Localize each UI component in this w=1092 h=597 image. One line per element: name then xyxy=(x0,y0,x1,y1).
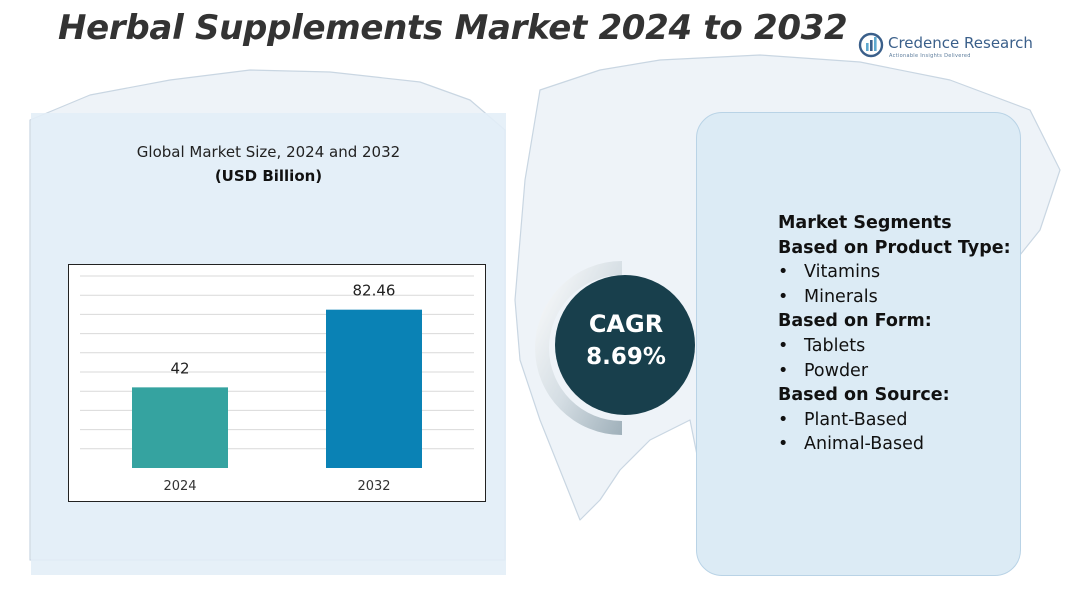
cagr-value: 8.69% xyxy=(586,344,666,370)
chart-unit: (USD Billion) xyxy=(214,167,323,185)
segment-item-label: Powder xyxy=(804,360,869,381)
segment-group-heading: Based on Form: xyxy=(778,311,932,332)
bullet-icon: • xyxy=(778,434,789,455)
segment-item-label: Vitamins xyxy=(804,262,881,283)
segment-item-label: Tablets xyxy=(804,335,866,356)
bullet-icon: • xyxy=(778,286,789,307)
segment-item: • Plant-Based xyxy=(778,408,1078,433)
segments-panel xyxy=(696,112,1021,576)
segments-list: Market Segments Based on Product Type: •… xyxy=(778,211,1078,457)
cagr-badge: CAGR 8.69% xyxy=(560,308,692,374)
segments-title: Market Segments xyxy=(778,213,952,233)
chart-frame xyxy=(68,264,486,502)
segment-item: • Powder xyxy=(778,359,1078,384)
bullet-icon: • xyxy=(778,262,789,283)
segment-item-label: Minerals xyxy=(804,286,878,307)
cagr-label: CAGR xyxy=(588,310,664,338)
x-tick-label: 2024 xyxy=(163,479,196,494)
chart-heading: Global Market Size, 2024 and 2032 xyxy=(136,143,401,161)
credence-research-logo: Credence Research Actionable Insights De… xyxy=(858,32,1048,62)
market-size-bar-chart: 42 2024 82.46 2032 xyxy=(68,264,486,502)
bullet-icon: • xyxy=(778,360,789,381)
segment-group-heading: Based on Source: xyxy=(778,385,950,406)
bar-2032 xyxy=(326,309,422,468)
segment-group-heading: Based on Product Type: xyxy=(778,237,1011,258)
page-title: Herbal Supplements Market 2024 to 2032 xyxy=(58,8,848,48)
segment-item-label: Animal-Based xyxy=(804,434,924,455)
cagr-ring xyxy=(535,261,695,435)
segment-item: • Minerals xyxy=(778,285,1078,310)
bullet-icon: • xyxy=(778,335,789,356)
segment-item: • Tablets xyxy=(778,334,1078,359)
bar-2024 xyxy=(132,387,228,468)
segment-item: • Vitamins xyxy=(778,260,1078,285)
cagr-circle xyxy=(555,275,695,415)
data-label: 82.46 xyxy=(353,282,396,300)
segment-item-label: Plant-Based xyxy=(804,409,908,430)
logo-name: Credence Research xyxy=(888,34,1033,52)
segment-item: • Animal-Based xyxy=(778,432,1078,457)
logo-mark-icon xyxy=(858,32,884,58)
logo-tagline: Actionable Insights Delivered xyxy=(889,53,971,59)
bullet-icon: • xyxy=(778,409,789,430)
x-tick-label: 2032 xyxy=(357,479,390,494)
data-label: 42 xyxy=(170,359,189,377)
